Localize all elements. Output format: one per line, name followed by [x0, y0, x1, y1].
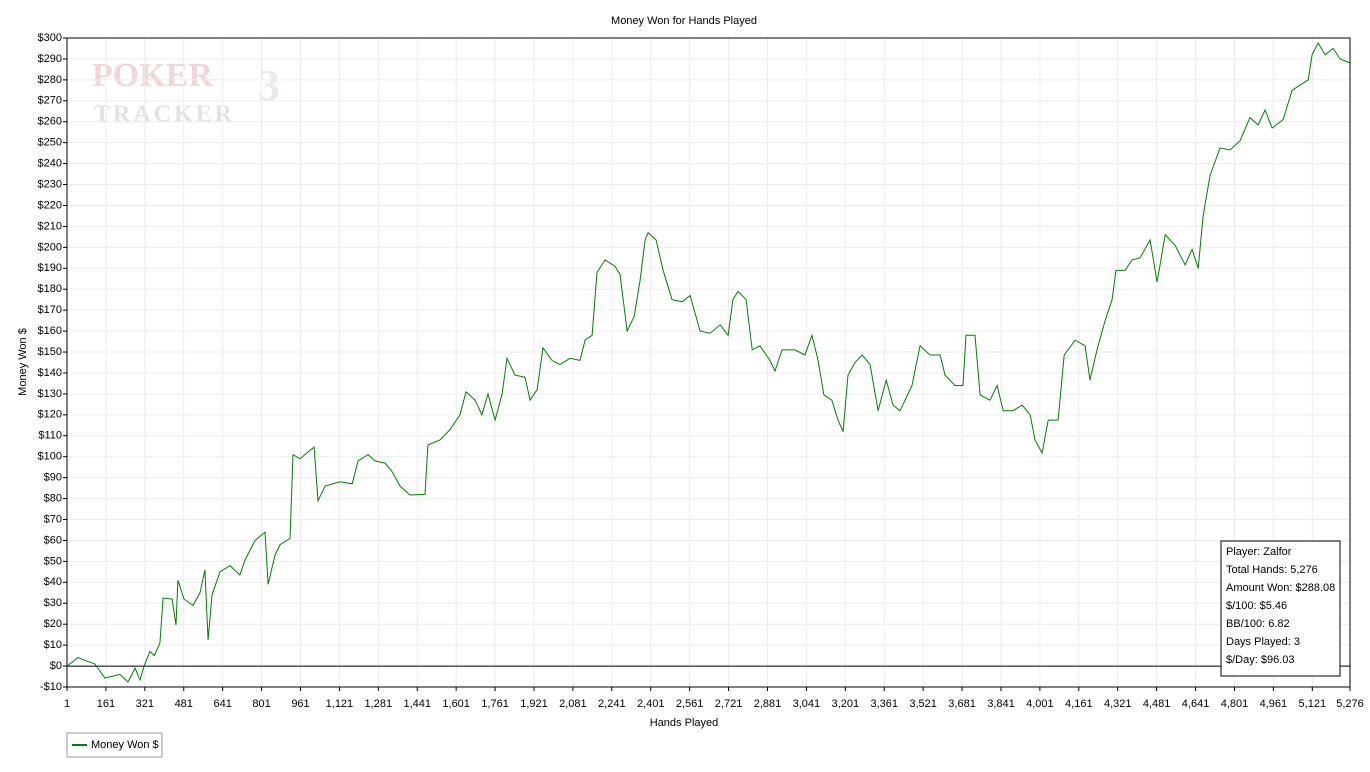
x-tick-label: 3,041 — [793, 698, 821, 710]
y-axis-label: Money Won $ — [17, 328, 29, 396]
x-tick-label: 321 — [136, 698, 154, 710]
x-tick-label: 1,121 — [326, 698, 354, 710]
info-line: Days Played: 3 — [1226, 636, 1300, 648]
y-tick-label: $250 — [38, 137, 62, 149]
chart-title: Money Won for Hands Played — [611, 15, 757, 27]
y-tick-label: $130 — [38, 388, 62, 400]
x-tick-label: 1 — [64, 698, 70, 710]
legend — [66, 732, 163, 758]
x-tick-label: 2,561 — [676, 698, 704, 710]
info-box — [1220, 540, 1341, 677]
x-tick-label: 3,521 — [909, 698, 937, 710]
y-tick-label: $200 — [38, 241, 62, 253]
y-tick-label: $100 — [38, 451, 62, 463]
y-tick-label: $170 — [38, 304, 62, 316]
y-tick-label: $300 — [38, 32, 62, 44]
x-tick-label: 4,801 — [1221, 698, 1249, 710]
legend-label: Money Won $ — [91, 739, 159, 751]
x-tick-label: 801 — [252, 698, 270, 710]
x-tick-label: 641 — [213, 698, 231, 710]
y-tick-label: $30 — [44, 597, 62, 609]
x-tick-label: 1,761 — [481, 698, 509, 710]
y-tick-label: $90 — [44, 472, 62, 484]
y-tick-label: $240 — [38, 158, 62, 170]
x-tick-label: 161 — [97, 698, 115, 710]
y-tick-label: $190 — [38, 262, 62, 274]
info-line: BB/100: 6.82 — [1226, 618, 1290, 630]
info-line: Player: Zalfor — [1226, 546, 1292, 558]
watermark-badge: 3 — [258, 61, 280, 110]
x-tick-label: 4,961 — [1260, 698, 1288, 710]
y-tick-label: $150 — [38, 346, 62, 358]
x-tick-label: 3,201 — [832, 698, 860, 710]
y-tick-label: -$10 — [40, 681, 62, 693]
y-tick-label: $20 — [44, 618, 62, 630]
y-tick-label: $160 — [38, 325, 62, 337]
x-tick-label: 4,001 — [1026, 698, 1054, 710]
info-line: $/100: $5.46 — [1226, 600, 1287, 612]
y-tick-label: $50 — [44, 555, 62, 567]
x-tick-label: 2,721 — [715, 698, 743, 710]
x-tick-label: 1,921 — [520, 698, 548, 710]
plot-frame — [66, 37, 1351, 688]
x-tick-label: 481 — [175, 698, 193, 710]
x-tick-label: 5,121 — [1299, 698, 1327, 710]
x-tick-label: 3,841 — [987, 698, 1015, 710]
x-tick-label: 2,241 — [598, 698, 626, 710]
info-line: $/Day: $96.03 — [1226, 654, 1295, 666]
x-tick-label: 3,681 — [948, 698, 976, 710]
y-tick-label: $270 — [38, 95, 62, 107]
info-line: Total Hands: 5,276 — [1226, 564, 1318, 576]
y-tick-label: $40 — [44, 576, 62, 588]
y-tick-label: $220 — [38, 199, 62, 211]
y-tick-label: $120 — [38, 409, 62, 421]
x-tick-label: 4,321 — [1104, 698, 1132, 710]
info-line: Amount Won: $288.08 — [1226, 582, 1335, 594]
x-tick-label: 1,441 — [403, 698, 431, 710]
x-tick-label: 961 — [291, 698, 309, 710]
x-tick-label: 2,881 — [754, 698, 782, 710]
y-tick-label: $140 — [38, 367, 62, 379]
x-tick-label: 4,161 — [1065, 698, 1093, 710]
y-tick-label: $290 — [38, 53, 62, 65]
series-line — [66, 41, 1351, 683]
y-tick-label: $280 — [38, 74, 62, 86]
x-tick-label: 5,276 — [1336, 698, 1364, 710]
x-tick-label: 3,361 — [870, 698, 898, 710]
y-tick-label: $80 — [44, 492, 62, 504]
y-tick-label: $260 — [38, 116, 62, 128]
watermark-bottom: TRACKER — [94, 102, 235, 128]
x-tick-label: 4,481 — [1143, 698, 1171, 710]
x-tick-label: 2,081 — [559, 698, 587, 710]
y-tick-label: $110 — [38, 430, 62, 442]
watermark-top: POKER — [92, 57, 213, 94]
x-tick-label: 1,281 — [365, 698, 393, 710]
x-tick-label: 1,601 — [442, 698, 470, 710]
y-tick-label: $180 — [38, 283, 62, 295]
x-axis-label: Hands Played — [650, 717, 719, 729]
y-tick-label: $230 — [38, 178, 62, 190]
plot-area — [63, 37, 1351, 691]
y-tick-label: $10 — [44, 639, 62, 651]
x-tick-label: 4,641 — [1182, 698, 1210, 710]
y-tick-label: $0 — [50, 660, 62, 672]
y-tick-label: $60 — [44, 534, 62, 546]
x-tick-label: 2,401 — [637, 698, 665, 710]
y-tick-label: $70 — [44, 513, 62, 525]
y-tick-label: $210 — [38, 220, 62, 232]
